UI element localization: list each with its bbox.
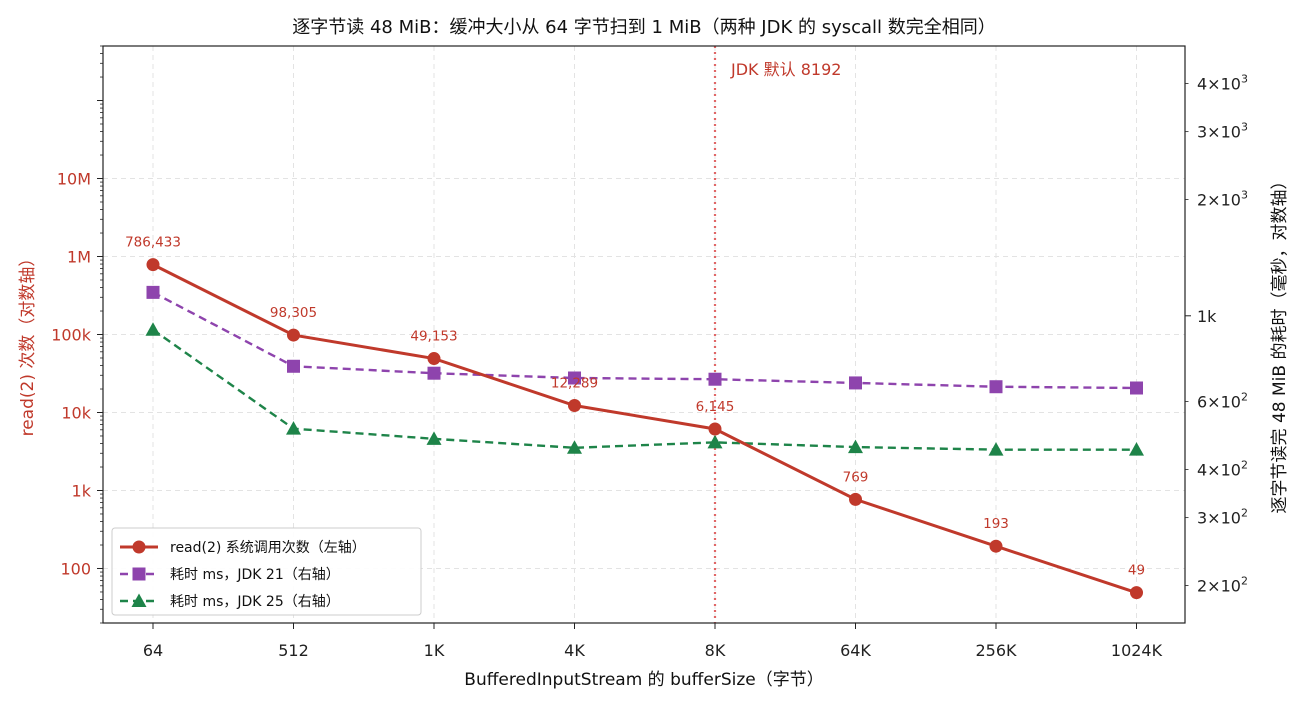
series-point bbox=[145, 322, 161, 336]
data-label: 12,289 bbox=[551, 376, 598, 392]
series-2 bbox=[145, 322, 1144, 456]
right-y-axis-label: 逐字节读完 48 MiB 的耗时（毫秒，对数轴） bbox=[1270, 173, 1290, 514]
series-point bbox=[849, 492, 862, 506]
series-point bbox=[1129, 442, 1144, 456]
y-right-tick-label: 1k bbox=[1197, 307, 1217, 326]
y-left-tick-label: 100 bbox=[60, 559, 91, 578]
y-left-tick-label: 10k bbox=[61, 403, 91, 422]
legend-item: 耗时 ms，JDK 25（右轴） bbox=[120, 593, 340, 610]
y-left-tick-label: 100k bbox=[51, 326, 92, 345]
series-point bbox=[989, 539, 1003, 553]
legend-label: 耗时 ms，JDK 21（右轴） bbox=[170, 567, 340, 583]
legend-label: 耗时 ms，JDK 25（右轴） bbox=[170, 594, 340, 610]
series-point bbox=[988, 442, 1004, 456]
data-label: 6,145 bbox=[696, 399, 735, 415]
series-point bbox=[708, 422, 722, 436]
series-point bbox=[567, 440, 582, 454]
series-line bbox=[152, 328, 1137, 451]
legend-marker bbox=[132, 540, 146, 554]
legend-item: 耗时 ms，JDK 21（右轴） bbox=[120, 567, 340, 583]
x-tick-label: 8K bbox=[705, 641, 726, 660]
y-right-tick-label: 3×103 bbox=[1197, 121, 1248, 142]
data-label: 786,433 bbox=[125, 235, 181, 251]
data-label: 769 bbox=[843, 469, 869, 485]
legend: read(2) 系统调用次数（左轴） 耗时 ms，JDK 21（右轴） 耗时 ms，… bbox=[111, 527, 422, 616]
x-axis: 64 512 1K 4K 8K 64K 256K 1024K bbox=[143, 623, 1163, 660]
series-point bbox=[708, 372, 722, 386]
right-y-axis: 1k 2×102 3×102 4×102 6×102 2×103 3×103 4×103 bbox=[1185, 72, 1248, 596]
series-point bbox=[707, 434, 723, 449]
legend-marker bbox=[132, 567, 146, 581]
series-line bbox=[152, 263, 1137, 595]
left-y-axis-label: read(2) 次数（对数轴） bbox=[18, 250, 38, 437]
chart-title: 逐字节读 48 MiB：缓冲大小从 64 字节扫到 1 MiB（两种 JDK 的… bbox=[292, 17, 996, 38]
series-point bbox=[1130, 586, 1143, 600]
legend-label: read(2) 系统调用次数（左轴） bbox=[170, 540, 366, 556]
x-tick-label: 64 bbox=[143, 641, 163, 660]
y-right-tick-label: 6×102 bbox=[1197, 390, 1248, 411]
legend-marker bbox=[131, 593, 147, 607]
series-point bbox=[146, 285, 160, 299]
y-right-tick-label: 3×102 bbox=[1197, 507, 1248, 528]
y-right-tick-label: 2×102 bbox=[1197, 575, 1248, 596]
x-tick-label: 4K bbox=[564, 641, 585, 660]
series-point bbox=[568, 399, 581, 413]
series-point bbox=[427, 352, 441, 366]
series-point bbox=[287, 359, 300, 373]
series-point bbox=[287, 328, 300, 342]
series-point bbox=[426, 431, 442, 445]
jdk-default-label: JDK 默认 8192 bbox=[730, 60, 841, 79]
y-right-tick-label: 2×103 bbox=[1197, 189, 1248, 210]
series-point bbox=[848, 439, 863, 454]
x-tick-label: 1024K bbox=[1111, 641, 1163, 660]
data-label: 193 bbox=[983, 516, 1009, 532]
data-label: 49,153 bbox=[410, 329, 457, 345]
series-point bbox=[286, 421, 301, 435]
left-y-axis: 100 1k 10k 100k 1M 10M bbox=[51, 45, 103, 624]
y-left-tick-label: 1k bbox=[72, 481, 92, 500]
series-point bbox=[146, 258, 160, 272]
series-1 bbox=[146, 285, 1143, 395]
series-line bbox=[152, 291, 1137, 390]
legend-box bbox=[111, 527, 422, 616]
series-point bbox=[568, 371, 581, 385]
series-point bbox=[1130, 381, 1143, 395]
legend-item: read(2) 系统调用次数（左轴） bbox=[120, 540, 366, 556]
series-0: 786,433 98,305 49,153 12,289 6,145 769 193 49 bbox=[125, 235, 1145, 600]
y-left-tick-label: 1M bbox=[67, 248, 91, 267]
data-label: 49 bbox=[1128, 563, 1145, 579]
series-point bbox=[849, 376, 862, 390]
series-point bbox=[989, 380, 1003, 394]
y-right-tick-label: 4×103 bbox=[1197, 72, 1248, 93]
series-point bbox=[427, 366, 441, 380]
y-right-tick-label: 4×102 bbox=[1197, 458, 1248, 479]
data-label: 98,305 bbox=[270, 305, 317, 321]
x-tick-label: 64K bbox=[840, 641, 871, 660]
x-tick-label: 256K bbox=[975, 641, 1017, 660]
x-tick-label: 1K bbox=[424, 641, 445, 660]
y-left-tick-label: 10M bbox=[57, 170, 91, 189]
x-axis-label: BufferedInputStream 的 bufferSize（字节） bbox=[464, 670, 823, 690]
x-tick-label: 512 bbox=[278, 641, 309, 660]
series-layer: 786,433 98,305 49,153 12,289 6,145 769 193 49 bbox=[125, 235, 1145, 600]
